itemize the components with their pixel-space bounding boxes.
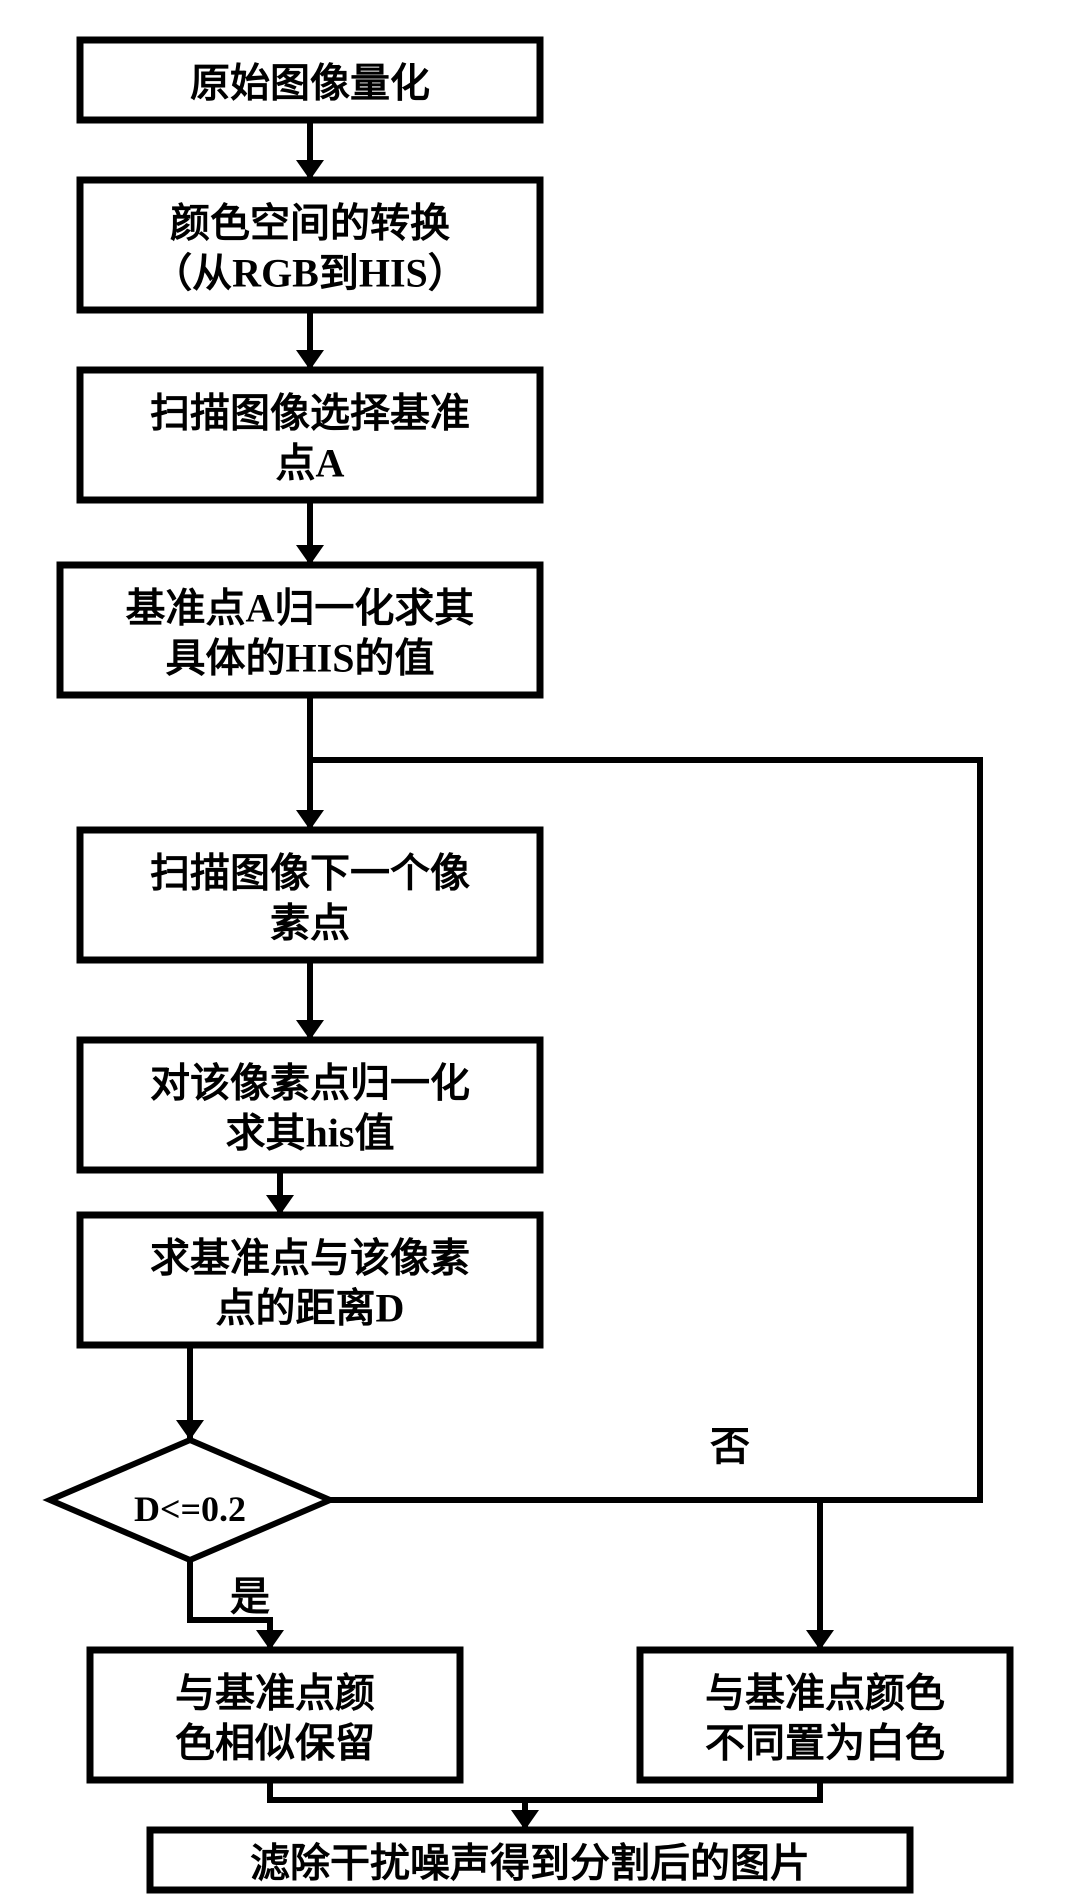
node-text: 不同置为白色 xyxy=(705,1721,945,1766)
node-text: 原始图像量化 xyxy=(190,61,430,106)
node-text: 素点 xyxy=(270,901,350,946)
node-text: 求基准点与该像素 xyxy=(150,1236,470,1281)
node-text: 滤除干扰噪声得到分割后的图片 xyxy=(250,1841,810,1886)
node-text: 颜色空间的转换 xyxy=(170,201,450,246)
decision-text: D<=0.2 xyxy=(134,1489,246,1529)
node-text: 对该像素点归一化 xyxy=(150,1061,470,1106)
node-text: 点的距离D xyxy=(216,1286,405,1331)
node-text: 色相似保留 xyxy=(175,1721,375,1766)
node-text: 与基准点颜 xyxy=(175,1671,375,1716)
node-text: （从RGB到HIS） xyxy=(152,251,468,296)
node-text: 扫描图像选择基准 xyxy=(150,391,470,436)
node-text: 与基准点颜色 xyxy=(705,1671,945,1716)
edge-label: 是 xyxy=(230,1574,270,1619)
flowchart: 是 否 原始图像量化颜色空间的转换 （从RGB到HIS） 扫描图像选择基准点A 基准点A归… xyxy=(0,0,1074,1897)
node-text: 基准点A归一化求其 xyxy=(126,586,475,631)
edge-label: 否 xyxy=(710,1424,750,1469)
node-text: 具体的HIS的值 xyxy=(166,636,435,681)
node-text: 扫描图像下一个像 xyxy=(150,851,470,896)
node-text: 求其his值 xyxy=(226,1111,395,1156)
node-text: 点A xyxy=(276,441,345,486)
